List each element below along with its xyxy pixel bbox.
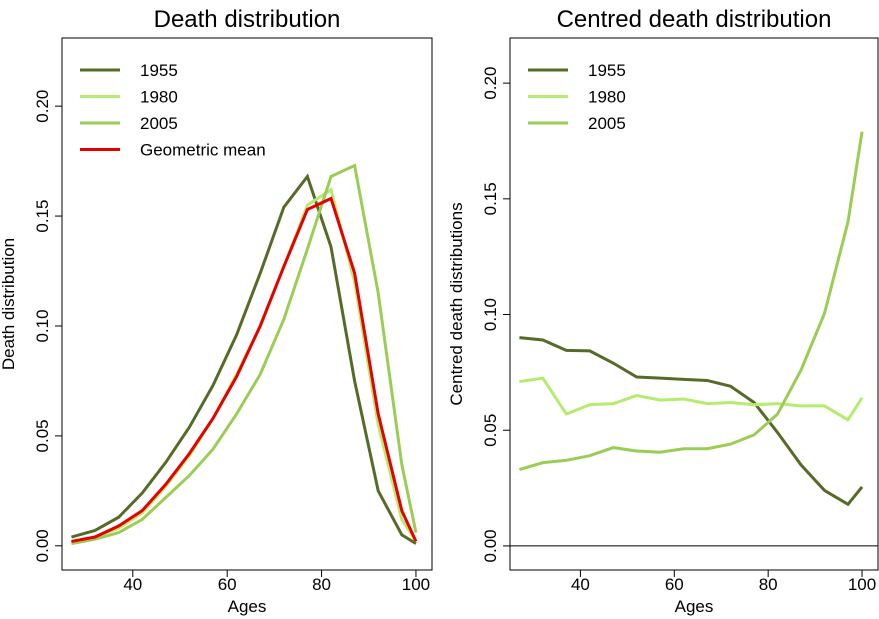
- legend-label: 2005: [588, 114, 626, 133]
- legend-label: 1980: [588, 88, 626, 107]
- y-tick-label: 0.05: [481, 414, 500, 447]
- y-tick-label: 0.10: [481, 298, 500, 331]
- y-tick-label: 0.15: [33, 200, 52, 233]
- series-line: [71, 173, 417, 545]
- y-tick-label: 0.00: [481, 529, 500, 562]
- y-axis-label: Death distribution: [0, 238, 18, 370]
- x-tick-label: 40: [571, 575, 590, 594]
- series-line: [71, 196, 418, 543]
- y-tick-label: 0.10: [33, 309, 52, 342]
- legend-label: 2005: [140, 114, 178, 133]
- plot-frame: [509, 37, 879, 571]
- y-tick-label: 0.20: [33, 90, 52, 123]
- legend-label: 1955: [140, 61, 178, 80]
- chart-title: Centred death distribution: [557, 6, 832, 33]
- x-tick-label: 40: [123, 575, 142, 594]
- x-tick-label: 80: [759, 575, 778, 594]
- y-tick-label: 0.00: [33, 529, 52, 562]
- legend-label: 1955: [588, 61, 626, 80]
- series-line: [71, 163, 418, 546]
- x-tick-label: 80: [312, 575, 331, 594]
- series-line: [518, 131, 864, 472]
- y-axis-label: Centred death distributions: [447, 202, 466, 405]
- x-tick-label: 60: [218, 575, 237, 594]
- y-tick-label: 0.15: [481, 182, 500, 215]
- x-axis-label: Ages: [675, 597, 714, 616]
- x-tick-label: 100: [848, 575, 876, 594]
- legend-label: 1980: [140, 88, 178, 107]
- legend-label: Geometric mean: [140, 141, 266, 160]
- y-tick-label: 0.05: [33, 419, 52, 452]
- y-tick-label: 0.20: [481, 67, 500, 100]
- series-line: [71, 187, 418, 543]
- series-line: [519, 336, 864, 507]
- x-tick-label: 100: [402, 575, 430, 594]
- x-axis-label: Ages: [228, 597, 267, 616]
- chart-title: Death distribution: [154, 6, 341, 33]
- x-tick-label: 60: [665, 575, 684, 594]
- plot-frame: [61, 37, 433, 571]
- series-line: [519, 376, 864, 422]
